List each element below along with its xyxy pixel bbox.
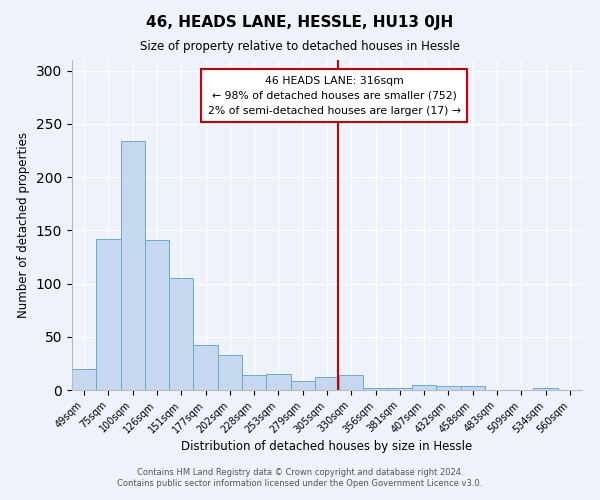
Bar (242, 375, 266, 390)
Bar (315, 377, 339, 390)
Bar (121, 141, 145, 390)
Y-axis label: Number of detached properties: Number of detached properties (17, 132, 31, 318)
Bar (412, 384, 436, 390)
Bar (339, 375, 364, 390)
Text: Contains HM Land Registry data © Crown copyright and database right 2024.
Contai: Contains HM Land Registry data © Crown c… (118, 468, 482, 487)
X-axis label: Distribution of detached houses by size in Hessle: Distribution of detached houses by size … (181, 440, 473, 453)
Text: 46 HEADS LANE: 316sqm
← 98% of detached houses are smaller (752)
2% of semi-deta: 46 HEADS LANE: 316sqm ← 98% of detached … (208, 76, 461, 116)
Bar (96, 239, 121, 390)
Bar (72, 368, 96, 390)
Bar (290, 382, 315, 390)
Bar (388, 388, 412, 390)
Bar (364, 388, 388, 390)
Bar (145, 240, 169, 390)
Text: Size of property relative to detached houses in Hessle: Size of property relative to detached ho… (140, 40, 460, 53)
Bar (461, 386, 485, 390)
Bar (533, 388, 558, 390)
Bar (193, 346, 218, 390)
Bar (436, 386, 461, 390)
Bar (169, 278, 193, 390)
Bar (218, 355, 242, 390)
Text: 46, HEADS LANE, HESSLE, HU13 0JH: 46, HEADS LANE, HESSLE, HU13 0JH (146, 15, 454, 30)
Bar (266, 374, 290, 390)
